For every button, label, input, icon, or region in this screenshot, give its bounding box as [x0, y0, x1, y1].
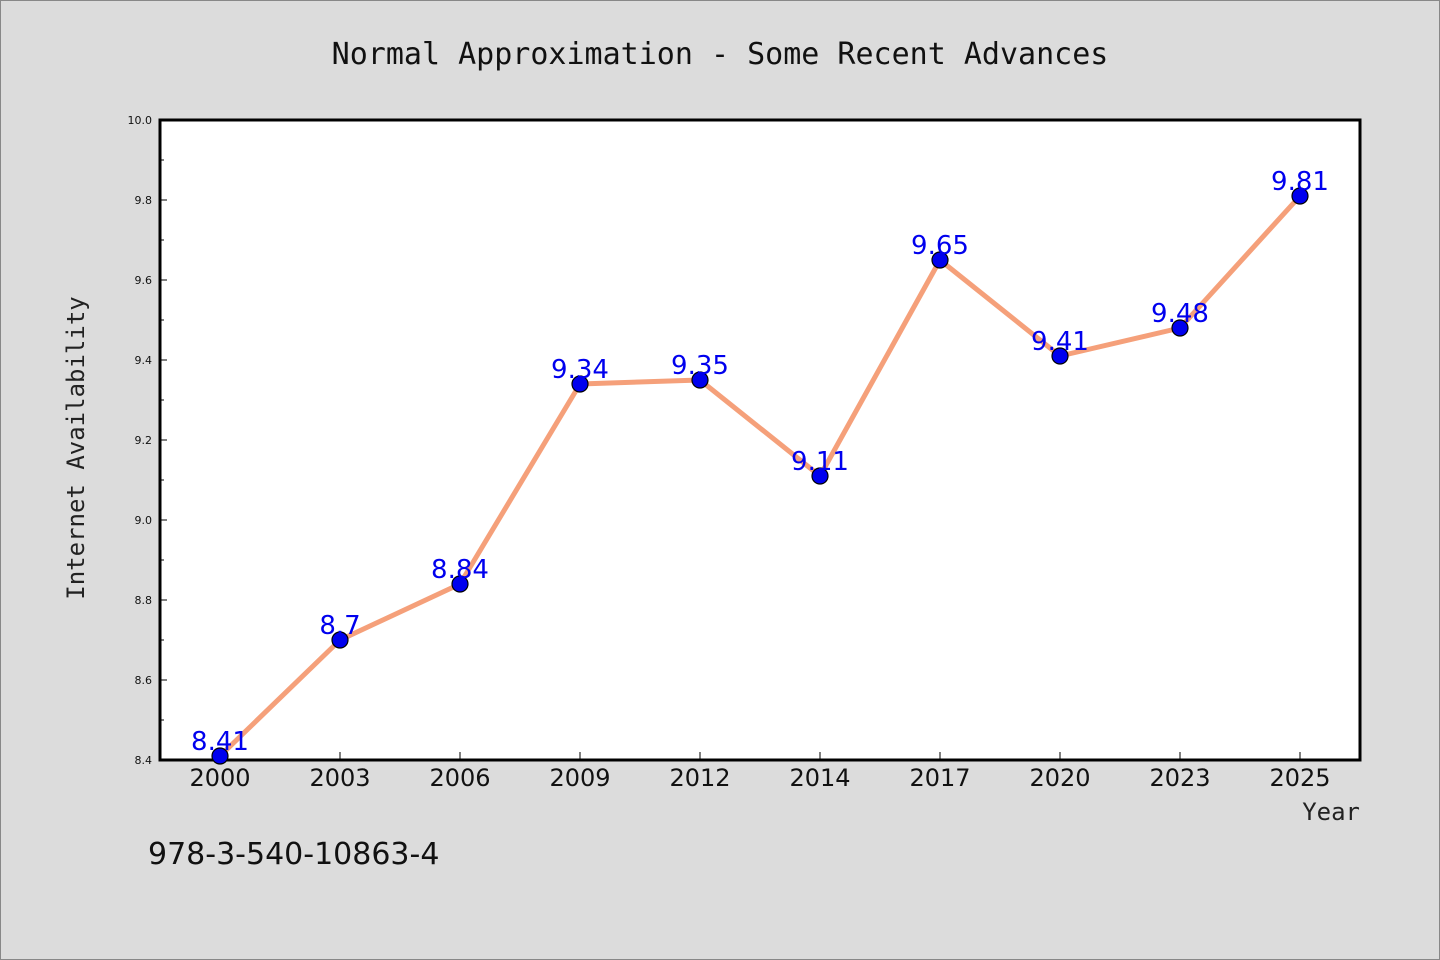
- x-tick-label: 2014: [789, 764, 850, 792]
- y-axis-label: Internet Availability: [62, 296, 90, 599]
- x-tick-label: 2020: [1029, 764, 1090, 792]
- y-tick-label: 9.0: [135, 514, 153, 527]
- data-point: [451, 575, 469, 593]
- data-label: 8.84: [431, 555, 489, 585]
- x-tick-label: 2023: [1149, 764, 1210, 792]
- chart-title: Normal Approximation - Some Recent Advan…: [332, 37, 1109, 72]
- data-label: 9.41: [1031, 327, 1089, 357]
- data-point: [1051, 347, 1069, 365]
- data-label: 9.48: [1151, 299, 1209, 329]
- data-label: 9.35: [671, 351, 729, 381]
- y-tick-label: 9.8: [135, 194, 153, 207]
- data-point: [691, 371, 709, 389]
- isbn-label: 978-3-540-10863-4: [148, 837, 439, 872]
- x-tick-label: 2012: [669, 764, 730, 792]
- y-tick-label: 9.6: [135, 274, 153, 287]
- y-tick-label: 10.0: [128, 114, 153, 127]
- data-labels: 8.41 8.7 8.84 9.34 9.35 9.11 9.65 9.41 9.48 9.81: [191, 167, 1329, 757]
- data-label: 8.7: [319, 611, 360, 641]
- series-markers: [211, 187, 1309, 765]
- data-point: [1291, 187, 1309, 205]
- series-line: [218, 194, 1302, 758]
- y-tick-label: 9.4: [135, 354, 153, 367]
- data-label: 9.81: [1271, 167, 1329, 197]
- y-tick-label: 9.2: [135, 434, 153, 447]
- data-label: 9.11: [791, 447, 849, 477]
- data-label: 9.65: [911, 231, 969, 261]
- data-point: [1171, 319, 1189, 337]
- data-point: [931, 251, 949, 269]
- x-tick-label: 2006: [429, 764, 490, 792]
- x-tick-label: 2017: [909, 764, 970, 792]
- y-axis: 8.4 8.6 8.8 9.0 9.2 9.4 9.6 9.8 10.0: [128, 114, 167, 767]
- x-axis-label: Year: [1302, 798, 1360, 826]
- data-label: 8.41: [191, 727, 249, 757]
- data-label: 9.34: [551, 355, 609, 385]
- data-point: [571, 375, 589, 393]
- y-tick-label: 8.8: [135, 594, 153, 607]
- data-point: [211, 747, 229, 765]
- x-tick-label: 2000: [189, 764, 250, 792]
- x-tick-label: 2003: [309, 764, 370, 792]
- x-tick-label: 2025: [1269, 764, 1330, 792]
- y-tick-label: 8.4: [135, 754, 153, 767]
- data-point: [811, 467, 829, 485]
- x-axis: 2000 2003 2006 2009 2012 2014 2017 2020 2023 2025: [189, 752, 1331, 792]
- plot-area: [158, 118, 1362, 762]
- data-point: [331, 631, 349, 649]
- y-tick-label: 8.6: [135, 674, 153, 687]
- x-tick-label: 2009: [549, 764, 610, 792]
